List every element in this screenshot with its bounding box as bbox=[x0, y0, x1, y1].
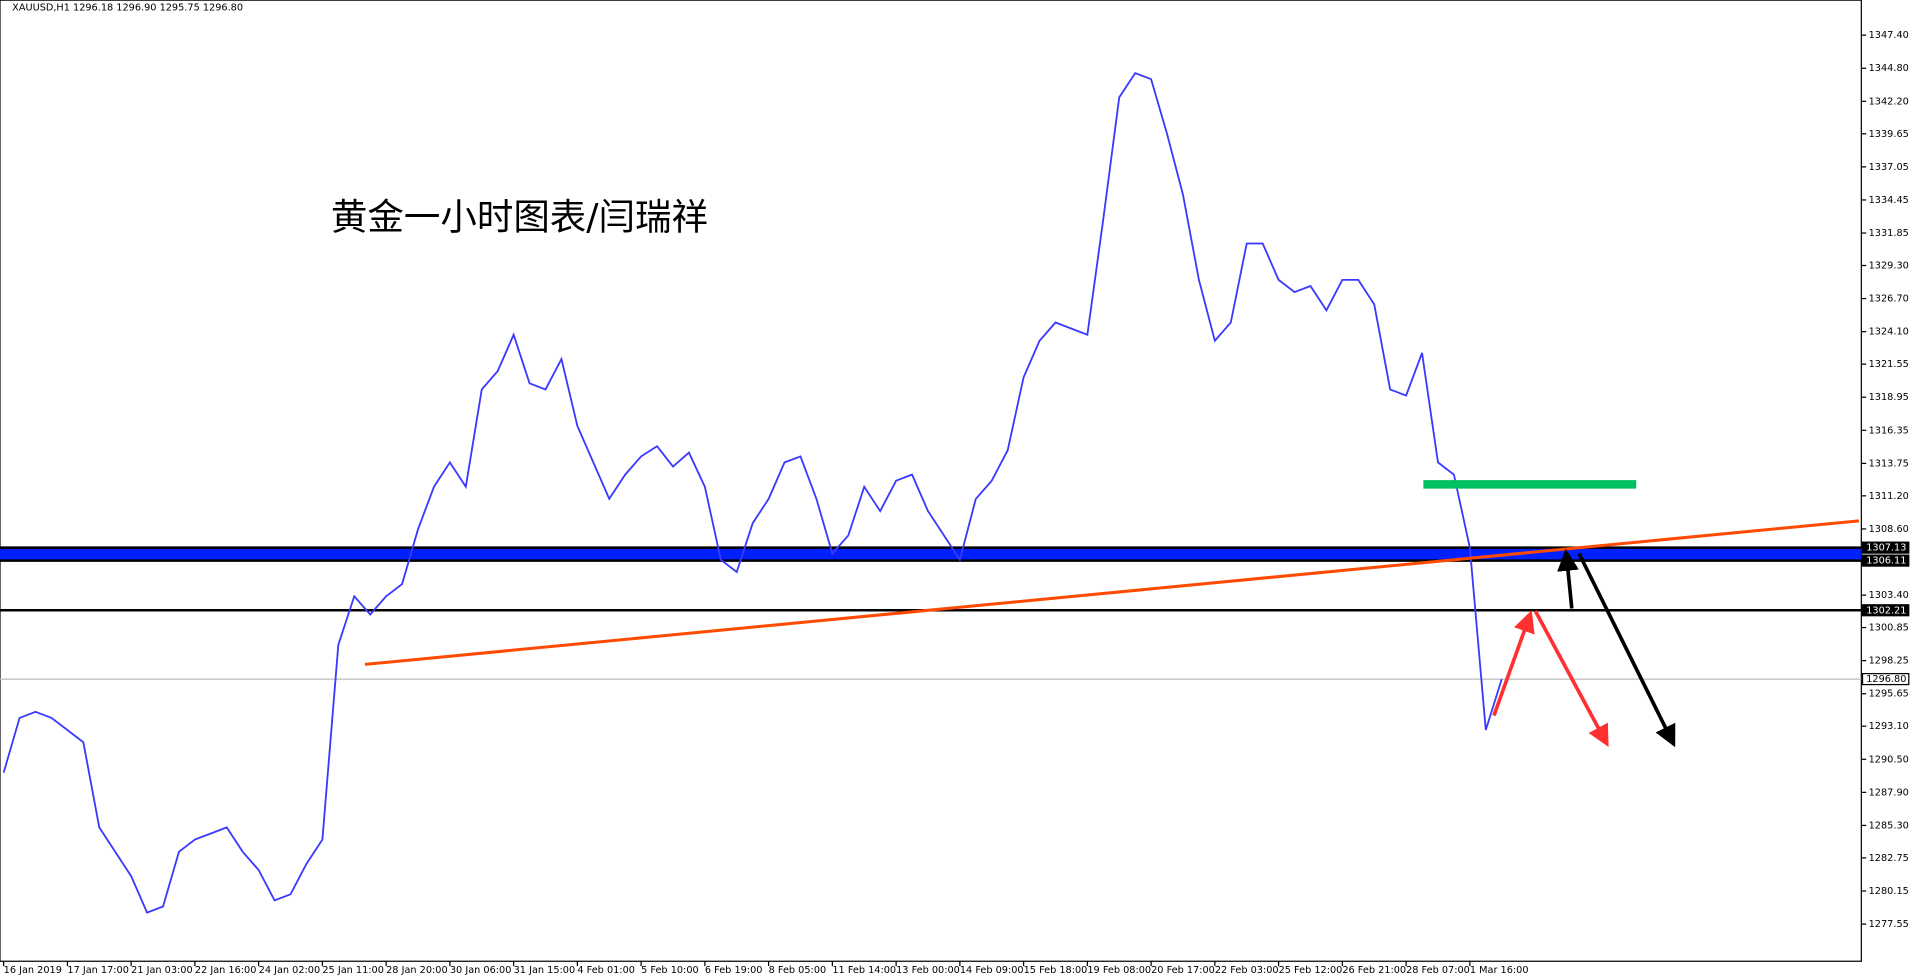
y-tick-label: 1308.60 bbox=[1869, 524, 1909, 535]
y-tick-label: 1334.45 bbox=[1869, 195, 1909, 206]
x-tick-label: 30 Jan 06:00 bbox=[450, 965, 512, 976]
level-label: 1296.80 bbox=[1866, 674, 1906, 685]
y-tick-label: 1342.20 bbox=[1869, 96, 1909, 107]
y-tick-label: 1303.40 bbox=[1869, 590, 1909, 601]
y-tick-label: 1316.35 bbox=[1869, 425, 1909, 436]
y-tick-label: 1287.90 bbox=[1869, 787, 1909, 798]
arrow bbox=[1533, 610, 1609, 748]
x-tick-label: 22 Feb 03:00 bbox=[1215, 965, 1279, 976]
y-tick-label: 1313.75 bbox=[1869, 458, 1909, 469]
y-tick-label: 1324.10 bbox=[1869, 327, 1909, 338]
y-tick-label: 1277.55 bbox=[1869, 919, 1909, 930]
y-tick-label: 1347.40 bbox=[1869, 30, 1909, 41]
x-tick-label: 8 Feb 05:00 bbox=[769, 965, 827, 976]
price-line bbox=[2, 71, 1503, 914]
x-tick-label: 19 Feb 08:00 bbox=[1087, 965, 1151, 976]
symbol-header: XAUUSD,H1 1296.18 1296.90 1295.75 1296.8… bbox=[12, 2, 243, 13]
x-tick-label: 28 Jan 20:00 bbox=[386, 965, 448, 976]
level-label-box bbox=[1861, 554, 1910, 567]
x-tick-label: 24 Jan 02:00 bbox=[259, 965, 321, 976]
y-tick-label: 1344.80 bbox=[1869, 63, 1909, 74]
x-tick-label: 25 Feb 12:00 bbox=[1279, 965, 1343, 976]
x-tick-label: 15 Feb 18:00 bbox=[1024, 965, 1088, 976]
x-tick-label: 28 Feb 07:00 bbox=[1406, 965, 1470, 976]
x-tick-label: 22 Jan 16:00 bbox=[195, 965, 257, 976]
x-tick-label: 16 Jan 2019 bbox=[4, 965, 62, 976]
y-tick-label: 1329.30 bbox=[1869, 261, 1909, 272]
x-tick-label: 26 Feb 21:00 bbox=[1342, 965, 1406, 976]
x-tick-label: 25 Jan 11:00 bbox=[322, 965, 384, 976]
arrow bbox=[1492, 610, 1535, 717]
x-tick-label: 17 Jan 17:00 bbox=[67, 965, 129, 976]
y-tick-label: 1331.85 bbox=[1869, 228, 1909, 239]
y-tick-label: 1337.05 bbox=[1869, 162, 1909, 173]
y-tick-label: 1285.30 bbox=[1869, 820, 1909, 831]
y-tick-label: 1298.25 bbox=[1869, 656, 1909, 667]
level-label-box bbox=[1861, 541, 1910, 554]
trend-line bbox=[364, 519, 1860, 666]
y-tick-label: 1339.65 bbox=[1869, 129, 1909, 140]
x-tick-label: 11 Feb 14:00 bbox=[832, 965, 896, 976]
x-tick-label: 13 Feb 00:00 bbox=[896, 965, 960, 976]
y-tick-label: 1295.65 bbox=[1869, 689, 1909, 700]
y-tick-label: 1282.75 bbox=[1869, 853, 1909, 864]
y-tick-label: 1300.85 bbox=[1869, 623, 1909, 634]
x-tick-label: 6 Feb 19:00 bbox=[705, 965, 763, 976]
x-tick-label: 31 Jan 15:00 bbox=[514, 965, 576, 976]
level-label-box bbox=[1861, 673, 1910, 686]
y-tick-label: 1318.95 bbox=[1869, 392, 1909, 403]
y-tick-label: 1293.10 bbox=[1869, 721, 1909, 732]
chart-title: 黄金一小时图表/闫瑞祥 bbox=[331, 196, 708, 239]
arrow bbox=[1557, 548, 1579, 609]
x-tick-label: 20 Feb 17:00 bbox=[1151, 965, 1215, 976]
x-tick-label: 21 Jan 03:00 bbox=[131, 965, 193, 976]
x-tick-label: 4 Feb 01:00 bbox=[577, 965, 635, 976]
level-band bbox=[0, 547, 1862, 561]
x-tick-label: 5 Feb 10:00 bbox=[641, 965, 699, 976]
y-tick-label: 1290.50 bbox=[1869, 754, 1909, 765]
plot-frame bbox=[0, 0, 1862, 962]
x-tick-label: 1 Mar 16:00 bbox=[1470, 965, 1529, 976]
y-tick-label: 1326.70 bbox=[1869, 294, 1909, 305]
level-label: 1306.11 bbox=[1866, 556, 1906, 567]
y-tick-label: 1311.20 bbox=[1869, 491, 1909, 502]
y-tick-label: 1280.15 bbox=[1869, 886, 1909, 897]
arrow bbox=[1577, 552, 1676, 748]
y-tick-label: 1321.55 bbox=[1869, 359, 1909, 370]
level-label: 1302.21 bbox=[1866, 605, 1906, 616]
level-label-box bbox=[1861, 604, 1910, 617]
x-tick-label: 14 Feb 09:00 bbox=[960, 965, 1024, 976]
level-label: 1307.13 bbox=[1866, 543, 1906, 554]
